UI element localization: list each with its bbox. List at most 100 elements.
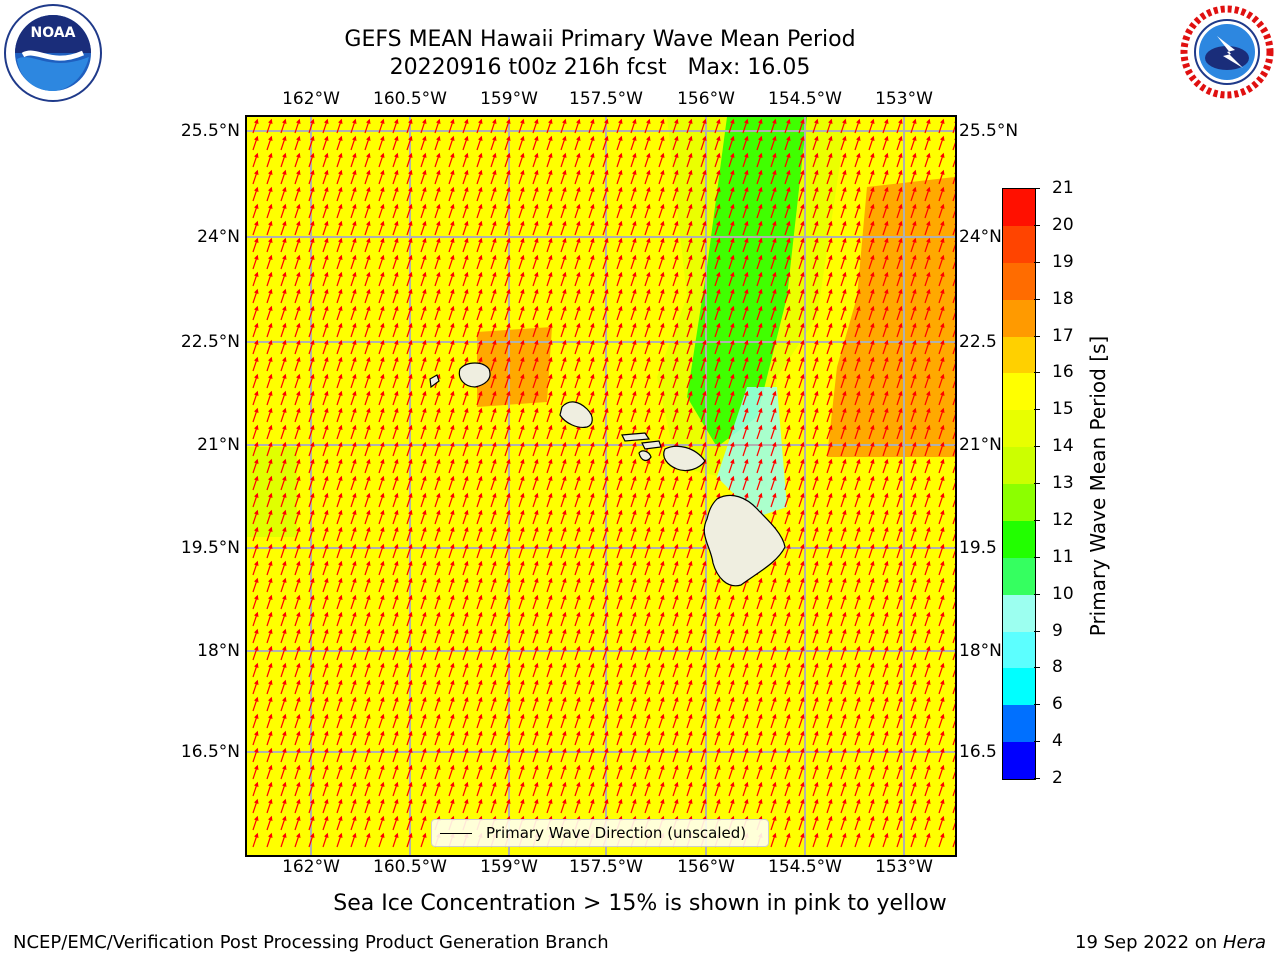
wave-arrow: [266, 832, 273, 848]
colorbar-tick: 14: [1034, 436, 1074, 456]
wave-arrow: [686, 679, 693, 695]
wave-arrow: [896, 815, 903, 831]
wave-arrow: [728, 798, 735, 814]
wave-arrow: [742, 220, 749, 236]
wave-arrow: [798, 662, 805, 678]
wave-arrow: [476, 492, 483, 508]
wave-arrow: [728, 373, 735, 389]
wave-arrow: [798, 288, 805, 304]
wave-arrow: [266, 492, 273, 508]
wave-arrow: [602, 441, 609, 457]
wave-arrow: [350, 730, 357, 746]
wave-arrow: [938, 560, 945, 576]
wave-arrow: [546, 186, 553, 202]
lat-tick-right: 16.5: [959, 742, 997, 762]
wave-arrow: [280, 135, 287, 151]
wave-arrow: [700, 611, 707, 627]
wave-arrow: [770, 594, 777, 610]
wave-arrow: [798, 135, 805, 151]
wave-arrow: [728, 713, 735, 729]
wave-arrow: [434, 543, 441, 559]
wave-arrow: [644, 373, 651, 389]
wave-arrow: [420, 458, 427, 474]
wave-arrow: [448, 390, 455, 406]
wave-arrow: [350, 254, 357, 270]
wave-arrow: [952, 560, 955, 576]
wave-arrow: [518, 798, 525, 814]
wave-arrow: [280, 781, 287, 797]
wave-arrow: [518, 373, 525, 389]
wave-arrow: [952, 543, 955, 559]
wave-arrow: [364, 305, 371, 321]
colorbar-segment: [1003, 520, 1035, 558]
colorbar-tick: 15: [1034, 399, 1074, 419]
wave-arrow: [924, 220, 931, 236]
wave-arrow: [406, 509, 413, 525]
wave-arrow: [322, 203, 329, 219]
wave-arrow: [672, 781, 679, 797]
wave-arrow: [350, 135, 357, 151]
wave-arrow: [560, 356, 567, 372]
wave-arrow: [434, 696, 441, 712]
wave-arrow: [770, 271, 777, 287]
wave-arrow: [294, 220, 301, 236]
wave-arrow: [910, 407, 917, 423]
wave-arrow: [784, 662, 791, 678]
lon-tick-bottom: 153°W: [875, 857, 933, 877]
wave-arrow: [840, 798, 847, 814]
wave-arrow: [910, 458, 917, 474]
wave-arrow: [826, 356, 833, 372]
wave-arrow: [420, 135, 427, 151]
wave-arrow: [644, 458, 651, 474]
wave-arrow: [854, 543, 861, 559]
wave-arrow: [686, 492, 693, 508]
wave-arrow: [742, 764, 749, 780]
wave-arrow: [826, 832, 833, 848]
wave-arrow: [462, 288, 469, 304]
wave-arrow: [574, 152, 581, 168]
wave-arrow: [364, 798, 371, 814]
wave-arrow: [476, 458, 483, 474]
wave-arrow: [364, 730, 371, 746]
wave-arrow: [406, 135, 413, 151]
wave-arrow: [308, 492, 315, 508]
wave-arrow: [546, 271, 553, 287]
wave-arrow: [812, 390, 819, 406]
wave-arrow: [420, 237, 427, 253]
wave-arrow: [546, 798, 553, 814]
wave-period-map[interactable]: [245, 115, 957, 857]
lat-tick-right: 19.5: [959, 538, 997, 558]
wave-arrow: [252, 322, 259, 338]
wave-arrow: [532, 203, 539, 219]
wave-arrow: [322, 254, 329, 270]
wave-arrow: [350, 356, 357, 372]
wave-arrow: [308, 169, 315, 185]
wave-arrow: [658, 781, 665, 797]
wave-arrow: [798, 220, 805, 236]
wave-arrow: [434, 628, 441, 644]
wave-arrow: [518, 492, 525, 508]
wave-arrow: [658, 543, 665, 559]
wave-arrow: [546, 560, 553, 576]
wave-arrow: [546, 322, 553, 338]
wave-arrow: [406, 254, 413, 270]
wave-arrow: [322, 118, 329, 134]
wave-arrow: [266, 220, 273, 236]
wave-arrow: [476, 611, 483, 627]
wave-arrow: [840, 560, 847, 576]
wave-arrow: [924, 611, 931, 627]
wave-arrow: [616, 407, 623, 423]
wave-arrow: [434, 152, 441, 168]
wave-arrow: [686, 288, 693, 304]
wave-arrow: [630, 305, 637, 321]
wave-arrow: [672, 390, 679, 406]
wave-arrow: [770, 237, 777, 253]
wave-arrow: [532, 237, 539, 253]
wave-arrow: [644, 356, 651, 372]
wave-arrow: [952, 696, 955, 712]
wave-arrow: [266, 543, 273, 559]
lat-tick-right: 18°N: [959, 641, 1002, 661]
wave-arrow: [952, 339, 955, 355]
wave-arrow: [420, 696, 427, 712]
wave-arrow: [728, 271, 735, 287]
